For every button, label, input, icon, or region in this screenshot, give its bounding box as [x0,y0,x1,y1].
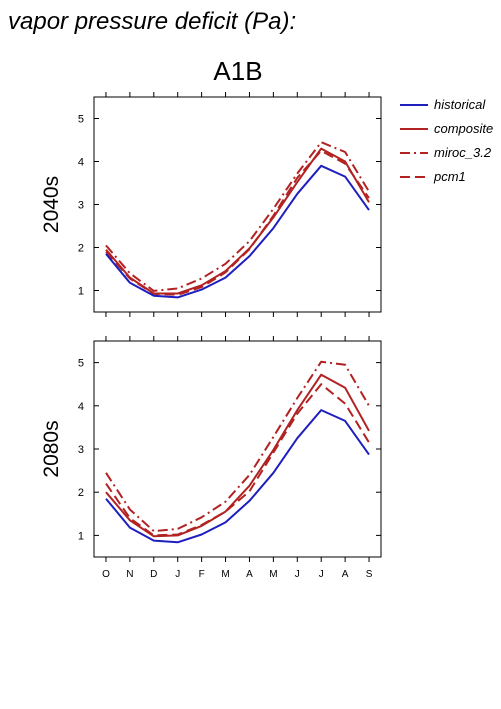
series-line-pcm1 [105,383,370,537]
y-tick-label: 5 [78,114,84,126]
y-tick-label: 3 [78,200,84,212]
x-tick-label: F [199,569,205,580]
y-tick-label: 1 [78,286,84,298]
panel-label: 2040s [40,176,63,233]
figure-title: vapor pressure deficit (Pa): [8,8,297,35]
x-tick-label: D [150,569,157,580]
chart-title: A1B [213,56,262,86]
x-tick-label: A [342,569,349,580]
legend-label: historical [434,97,486,112]
x-tick-label: J [175,569,180,580]
x-tick-label: S [366,569,373,580]
x-tick-label: O [102,569,110,580]
legend-label: pcm1 [433,169,466,184]
y-tick-label: 2 [78,487,84,499]
y-tick-label: 4 [78,401,84,413]
x-tick-label: M [269,569,277,580]
x-tick-label: J [319,569,324,580]
series-line-historical [105,164,370,299]
y-tick-label: 3 [78,444,84,456]
x-tick-label: N [126,569,133,580]
series-line-miroc-3-2 [105,360,370,533]
series-line-pcm1 [105,149,370,296]
series-line-miroc-3-2 [105,141,370,292]
legend-label: miroc_3.2 [434,145,492,160]
panel-label: 2080s [40,420,63,477]
y-tick-label: 5 [78,358,84,370]
x-tick-label: J [295,569,300,580]
x-tick-label: M [221,569,229,580]
legend-label: composite [434,121,493,136]
y-tick-label: 1 [78,530,84,542]
y-tick-label: 2 [78,243,84,255]
series-line-historical [105,409,370,544]
y-tick-label: 4 [78,157,84,169]
x-tick-label: A [246,569,253,580]
